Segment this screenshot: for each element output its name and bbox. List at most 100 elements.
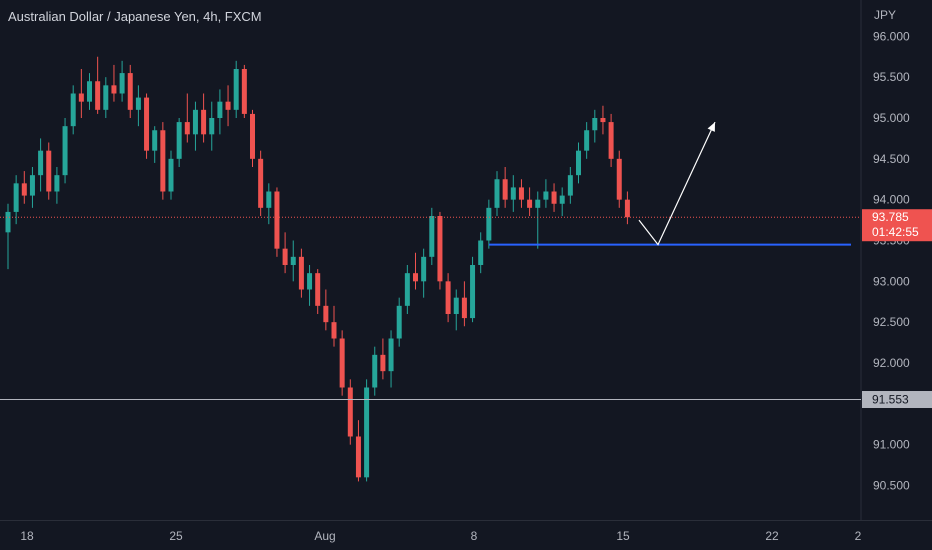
price-tick-label: 95.500 xyxy=(873,70,910,84)
candle-body xyxy=(266,191,272,208)
candle xyxy=(119,60,125,102)
candle-body xyxy=(160,130,166,192)
candle-body xyxy=(13,183,19,212)
candle-body xyxy=(510,187,516,200)
time-tick-label: Aug xyxy=(314,529,335,543)
candle xyxy=(78,69,84,118)
candle-body xyxy=(217,101,223,118)
candles xyxy=(5,56,630,482)
candle-body xyxy=(396,305,402,339)
candle-body xyxy=(380,354,386,372)
candle-body xyxy=(478,240,484,265)
projection-arrow-line[interactable] xyxy=(638,121,716,246)
candle xyxy=(388,330,394,388)
time-tick-label: 2 xyxy=(855,529,862,543)
candle-body xyxy=(413,273,418,282)
candle-body xyxy=(445,281,451,314)
candle xyxy=(233,60,239,118)
candle xyxy=(347,379,353,445)
time-axis-ticks: 18 25 Aug 8 15 22 2 xyxy=(20,529,861,543)
candle-body xyxy=(364,387,370,478)
candle-body xyxy=(209,118,215,135)
candle-body xyxy=(307,273,313,290)
candle xyxy=(241,64,247,118)
candle xyxy=(404,265,410,314)
last-price-label: 93.785 01:42:55 xyxy=(862,209,932,242)
candle xyxy=(608,113,614,167)
price-axis-ticks: 90.50091.00091.50092.00092.50093.00093.5… xyxy=(873,29,910,492)
candle xyxy=(543,179,549,208)
candle xyxy=(510,175,516,212)
chart-title: Australian Dollar / Japanese Yen, 4h, FX… xyxy=(8,9,262,24)
price-tick-label: 96.000 xyxy=(873,29,910,43)
candle-body xyxy=(339,338,345,388)
candle-body xyxy=(103,85,109,110)
candle-body xyxy=(38,150,44,176)
candle xyxy=(225,85,231,127)
candle xyxy=(152,126,158,163)
candle xyxy=(527,187,533,216)
candle xyxy=(135,85,141,127)
candle-body xyxy=(470,265,476,319)
candle xyxy=(184,93,190,143)
candle-body xyxy=(453,297,459,314)
candle-body xyxy=(486,207,492,241)
candle-body xyxy=(347,387,353,437)
candle xyxy=(600,105,606,135)
candle xyxy=(551,183,557,212)
candle-body xyxy=(152,130,158,151)
candle xyxy=(70,85,76,135)
candle xyxy=(95,56,101,114)
candle-body xyxy=(111,85,117,94)
candle xyxy=(421,248,427,298)
candle-body xyxy=(21,183,27,196)
candle xyxy=(364,379,370,482)
candle xyxy=(160,122,166,200)
candle xyxy=(168,150,174,200)
candle xyxy=(494,171,500,216)
candle-body xyxy=(559,195,565,204)
candle xyxy=(339,330,345,396)
candle xyxy=(616,150,622,208)
candle xyxy=(192,101,198,151)
candle-body xyxy=(331,322,337,339)
candle-body xyxy=(29,175,35,196)
candle-body xyxy=(372,354,378,388)
price-tick-label: 93.000 xyxy=(873,274,910,288)
candle xyxy=(13,175,19,225)
candle xyxy=(46,142,52,200)
candle xyxy=(429,207,435,265)
candle xyxy=(470,256,476,323)
candle-body xyxy=(429,216,435,257)
time-tick-label: 18 xyxy=(20,529,34,543)
candle xyxy=(21,171,27,204)
candle-body xyxy=(600,118,606,123)
candle-body xyxy=(527,199,533,208)
candle-body xyxy=(608,122,614,159)
candle-body xyxy=(543,191,549,200)
price-tick-label: 94.500 xyxy=(873,152,910,166)
arrow-head-icon xyxy=(707,122,715,132)
candle xyxy=(355,420,361,482)
candle-body xyxy=(323,305,329,323)
candle-body xyxy=(576,150,581,176)
candle-body xyxy=(518,187,524,200)
candle-body xyxy=(184,122,190,135)
price-tick-label: 94.000 xyxy=(873,193,910,207)
candle xyxy=(290,240,296,282)
candle-body xyxy=(274,191,280,249)
candle xyxy=(372,346,378,396)
candle-body xyxy=(388,338,394,372)
candle xyxy=(38,138,44,192)
candle xyxy=(274,187,280,257)
candle xyxy=(298,248,304,298)
candle-body xyxy=(437,216,443,282)
candle-body xyxy=(355,436,361,478)
crosshair-price-label: 91.553 xyxy=(862,391,932,409)
candle xyxy=(217,89,223,135)
candle-body xyxy=(567,175,573,196)
candle xyxy=(624,191,630,225)
candle-body xyxy=(135,97,141,110)
candle-body xyxy=(62,126,68,176)
